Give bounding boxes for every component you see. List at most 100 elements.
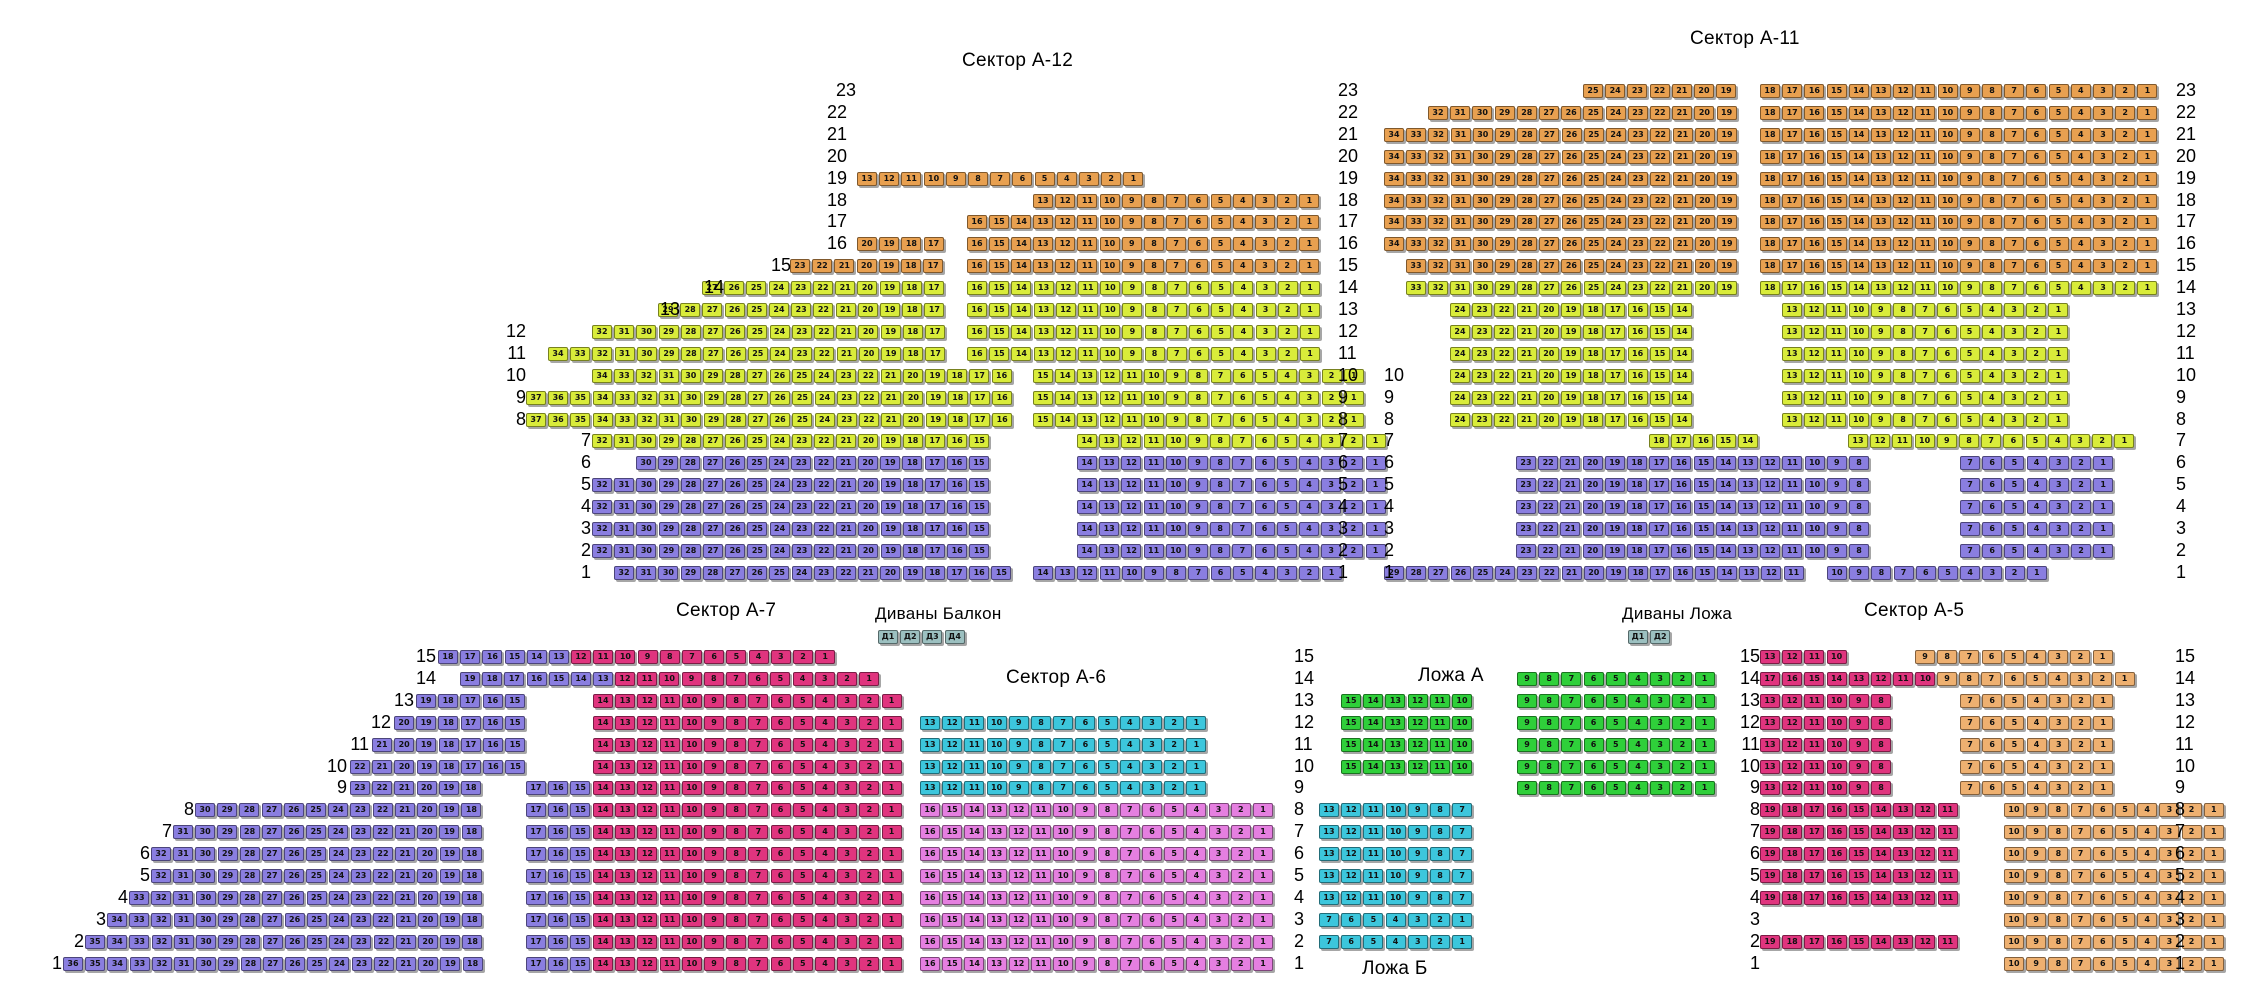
seat[interactable]: 5	[1164, 869, 1185, 883]
seat[interactable]: 26	[770, 390, 791, 405]
seat[interactable]: 8	[2048, 890, 2069, 905]
seat[interactable]: 6	[1189, 346, 1209, 361]
seat[interactable]: 6	[1189, 303, 1209, 317]
seat[interactable]: 13	[615, 803, 636, 818]
seat[interactable]: 8	[1982, 84, 2002, 98]
seat[interactable]: 1	[2093, 500, 2114, 515]
seat[interactable]: 4	[815, 715, 835, 730]
seat[interactable]: 16	[548, 890, 569, 905]
seat[interactable]: 15	[505, 759, 526, 774]
seat[interactable]: 7	[1452, 803, 1473, 818]
seat[interactable]: 5	[2004, 456, 2025, 471]
seat[interactable]: 5	[2004, 500, 2025, 515]
seat[interactable]: 7	[1561, 759, 1582, 774]
seat[interactable]: 11	[1937, 803, 1958, 818]
seat[interactable]: 6	[1188, 215, 1209, 230]
seat[interactable]: 1	[2203, 912, 2224, 927]
seat[interactable]: 9	[1407, 869, 1428, 883]
seat[interactable]: 9	[704, 869, 724, 883]
seat[interactable]: 34	[107, 956, 128, 971]
seat[interactable]: 3	[1255, 303, 1276, 317]
seat[interactable]: 20	[1538, 412, 1559, 427]
seat[interactable]: Д4	[944, 630, 965, 644]
seat[interactable]: 19	[1561, 346, 1581, 361]
seat[interactable]: 17	[1782, 84, 1803, 98]
seat[interactable]: 9	[1008, 781, 1029, 796]
seat[interactable]: 20	[1538, 303, 1559, 317]
seat[interactable]: 19	[1717, 149, 1737, 164]
seat[interactable]: 8	[1210, 543, 1231, 558]
seat[interactable]: 14	[1848, 281, 1869, 296]
seat[interactable]: 12	[1055, 346, 1076, 361]
seat[interactable]: 19	[1760, 847, 1780, 862]
seat[interactable]: 2	[859, 912, 880, 927]
seat[interactable]: 4	[1186, 890, 1207, 905]
seat[interactable]: 7	[748, 956, 769, 971]
seat[interactable]: 13	[1848, 434, 1868, 449]
seat[interactable]: 2	[2071, 478, 2091, 493]
seat[interactable]: 20	[394, 715, 414, 730]
seat[interactable]: 11	[1937, 890, 1958, 905]
seat[interactable]: 11	[1826, 390, 1847, 405]
seat[interactable]: 20	[417, 890, 438, 905]
seat[interactable]: 21	[835, 456, 856, 471]
seat[interactable]: 19	[1716, 281, 1737, 296]
seat[interactable]: 7	[2004, 281, 2025, 296]
seat[interactable]: 10	[1937, 149, 1958, 164]
seat[interactable]: 7	[1960, 543, 1980, 558]
seat[interactable]: 11	[1429, 715, 1450, 730]
seat[interactable]: 32	[636, 368, 657, 383]
seat[interactable]: 5	[1255, 368, 1275, 383]
seat[interactable]: 6	[2092, 825, 2113, 840]
seat[interactable]: 19	[1717, 171, 1737, 186]
seat[interactable]: 16	[1693, 434, 1714, 449]
seat[interactable]: 13	[1893, 890, 1914, 905]
seat[interactable]: 28	[1517, 237, 1538, 252]
seat[interactable]: 30	[195, 890, 216, 905]
seat[interactable]: 2	[1277, 259, 1298, 274]
seat[interactable]: 30	[195, 912, 216, 927]
seat[interactable]: 18	[438, 759, 459, 774]
seat[interactable]: 7	[1959, 650, 1980, 664]
seat[interactable]: 19	[1604, 478, 1625, 493]
seat[interactable]: 9	[2026, 869, 2047, 883]
seat[interactable]: 10	[1053, 956, 1074, 971]
seat[interactable]: 23	[350, 803, 371, 818]
seat[interactable]: 12	[1407, 737, 1428, 752]
seat[interactable]: 27	[1539, 215, 1560, 230]
seat[interactable]: 31	[659, 412, 680, 427]
seat[interactable]: 22	[1650, 171, 1671, 186]
seat[interactable]: 32	[151, 956, 172, 971]
seat[interactable]: 5	[792, 890, 813, 905]
seat[interactable]: 25	[747, 522, 768, 536]
seat[interactable]: 14	[1848, 105, 1869, 120]
seat[interactable]: 1	[2048, 303, 2069, 317]
seat[interactable]: 17	[1649, 456, 1670, 471]
seat[interactable]: 1	[2093, 715, 2114, 730]
seat[interactable]: 12	[637, 759, 658, 774]
seat[interactable]: 10	[1144, 412, 1164, 427]
seat[interactable]: 27	[702, 281, 722, 296]
seat[interactable]: 8	[726, 890, 747, 905]
seat[interactable]: 19	[880, 500, 901, 515]
seat[interactable]: 31	[173, 869, 194, 883]
seat[interactable]: 29	[1495, 149, 1515, 164]
seat[interactable]: 9	[704, 890, 724, 905]
seat[interactable]: 15	[1649, 412, 1670, 427]
seat[interactable]: 21	[880, 368, 901, 383]
seat[interactable]: 3	[1208, 847, 1229, 862]
seat[interactable]: 15	[989, 259, 1010, 274]
seat[interactable]: 7	[1561, 781, 1582, 796]
seat[interactable]: 29	[658, 434, 679, 449]
seat[interactable]: 16	[920, 869, 940, 883]
seat[interactable]: 11	[1915, 171, 1936, 186]
seat[interactable]: 30	[196, 934, 216, 949]
seat[interactable]: 5	[1164, 847, 1185, 862]
seat[interactable]: 1	[1694, 693, 1715, 708]
seat[interactable]: 17	[923, 259, 944, 274]
seat[interactable]: 19	[881, 346, 901, 361]
seat[interactable]: 28	[680, 478, 701, 493]
seat[interactable]: 30	[636, 456, 656, 471]
seat[interactable]: 5	[2025, 671, 2046, 686]
seat[interactable]: 27	[262, 934, 283, 949]
